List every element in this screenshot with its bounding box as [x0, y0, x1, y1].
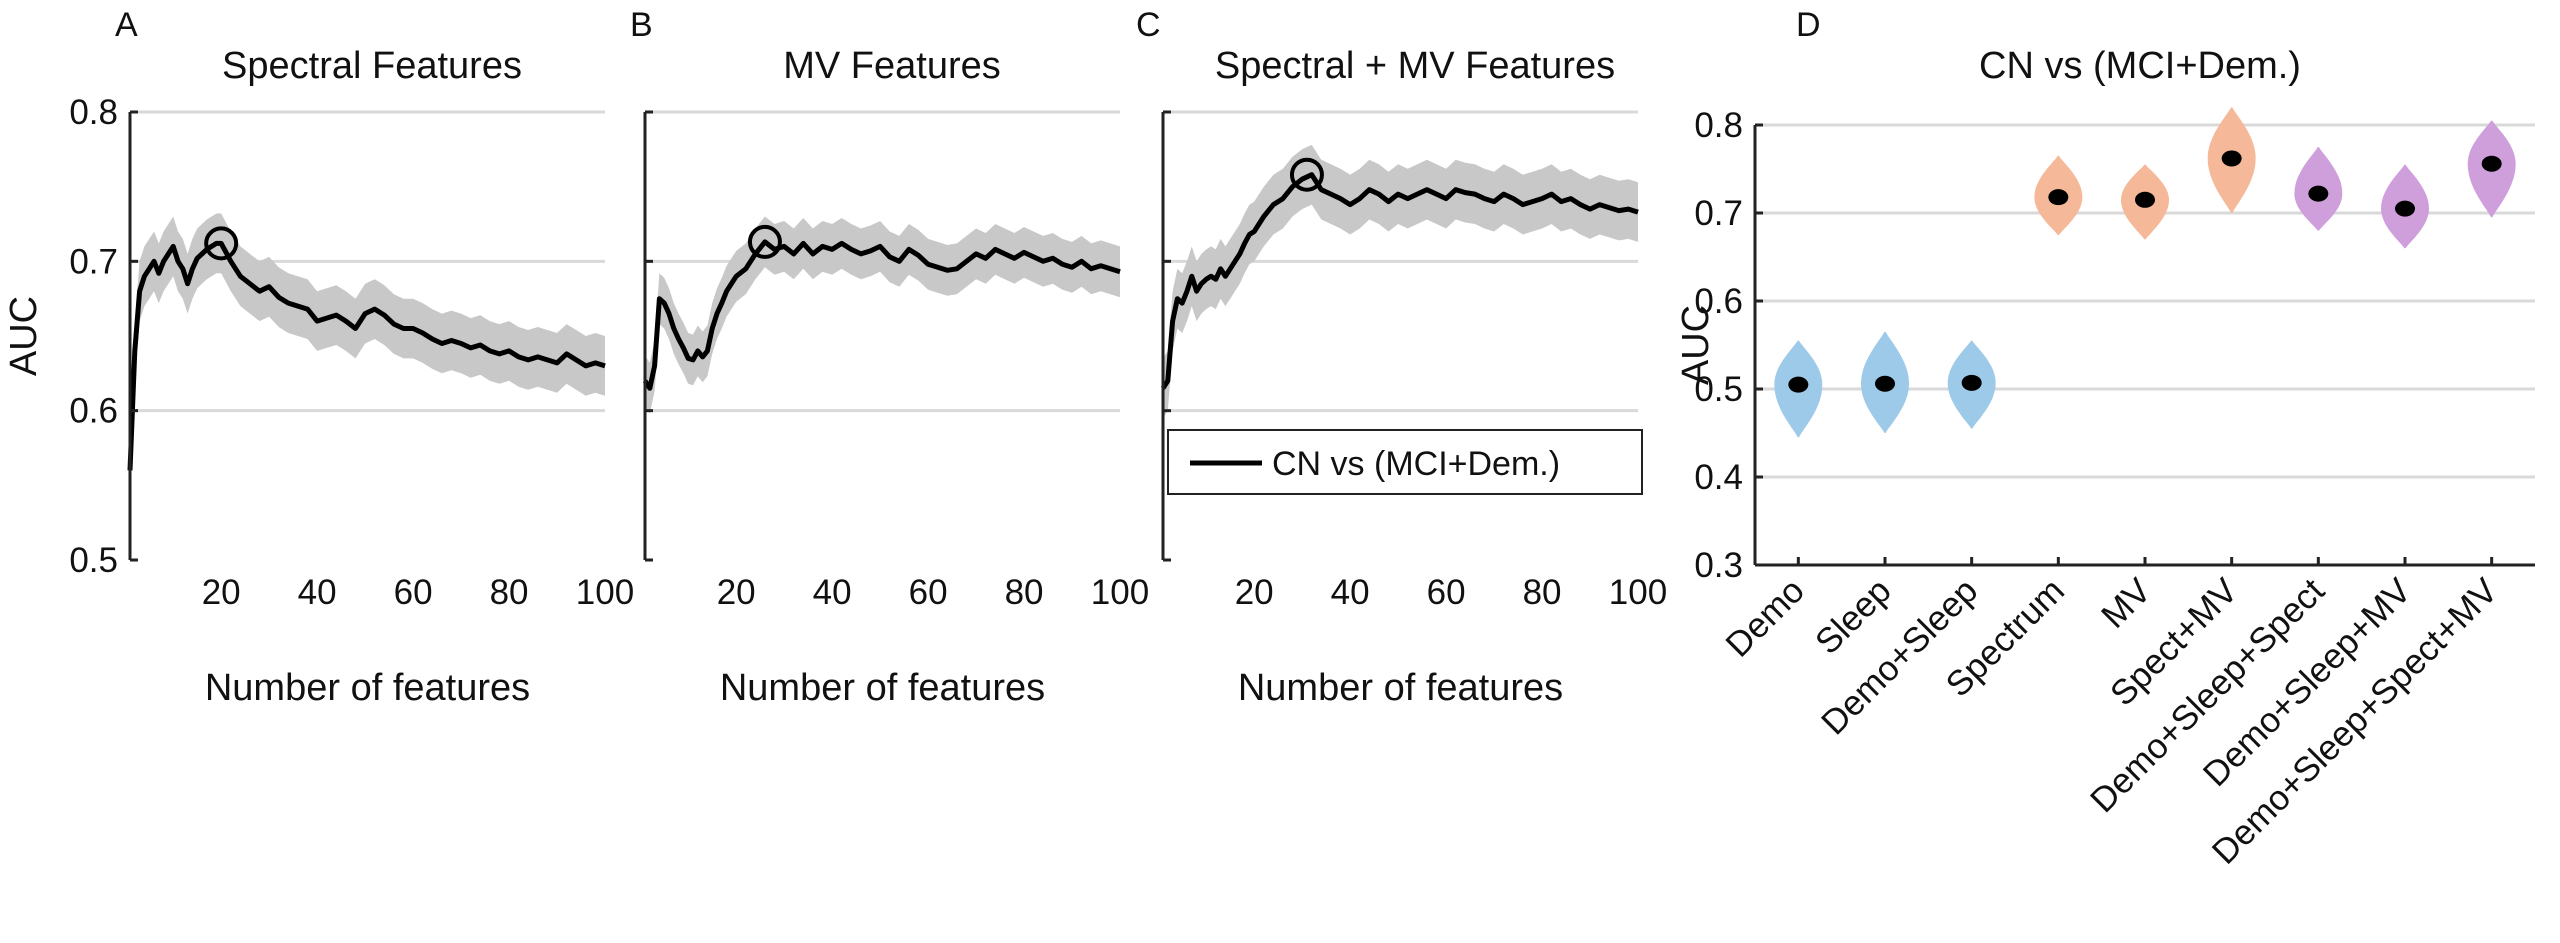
category-label: MV — [2094, 571, 2159, 636]
median-dot — [2221, 150, 2242, 167]
panel-letter: A — [115, 6, 138, 44]
y-axis-label: AUC — [3, 296, 45, 376]
peak-marker — [204, 226, 239, 261]
x-tick-label: 20 — [1235, 573, 1274, 612]
peak-marker — [1289, 157, 1324, 192]
x-tick-label: 20 — [717, 573, 756, 612]
chart-title: Spectral + MV Features — [1215, 45, 1615, 87]
median-dot — [1961, 374, 1982, 391]
series-line — [127, 240, 606, 471]
x-tick-label: 40 — [813, 573, 852, 612]
median-dot — [2135, 191, 2155, 208]
median-dot — [2481, 155, 2502, 172]
chart-title: CN vs (MCI+Dem.) — [1979, 45, 2301, 87]
x-tick-label: 100 — [1091, 573, 1149, 612]
panel-B: B MV Features 20 40 60 80 100 Number of feature… — [630, 6, 1149, 709]
median-dot — [2048, 189, 2069, 206]
x-tick-label: 80 — [1523, 573, 1562, 612]
chart-title: Spectral Features — [222, 45, 522, 87]
y-tick-label: 0.5 — [1694, 370, 1743, 409]
panel-D: DCN vs (MCI+Dem.)DemoSleepDemo+SleepSpec… — [1675, 6, 2535, 872]
legend-entry: CN vs (MCI+Dem.) — [1272, 445, 1560, 483]
panel-letter: C — [1136, 6, 1161, 44]
median-dot — [1788, 376, 1809, 393]
x-axis-label: Number of features — [1238, 667, 1563, 709]
median-dot — [2395, 200, 2415, 217]
panel-letter: B — [630, 6, 653, 44]
x-tick-label: 60 — [909, 573, 948, 612]
x-tick-label: 60 — [394, 573, 433, 612]
y-tick-label: 0.3 — [1694, 546, 1743, 585]
x-tick-label: 60 — [1427, 573, 1466, 612]
median-dot — [2308, 185, 2329, 202]
x-tick-label: 40 — [1331, 573, 1370, 612]
y-tick-label: 0.8 — [69, 93, 118, 132]
panel-C: C Spectral + MV Features 20 40 60 80 100 Number… — [1136, 6, 1667, 709]
y-tick-label: 0.7 — [69, 242, 118, 281]
x-axis-label: Number of features — [205, 667, 530, 709]
y-tick-label: 0.5 — [69, 541, 118, 580]
x-tick-label: 100 — [1609, 573, 1667, 612]
category-label: Demo — [1718, 571, 1812, 665]
legend: CN vs (MCI+Dem.) — [1167, 429, 1643, 495]
y-tick-label: 0.4 — [1694, 458, 1743, 497]
panel-letter: D — [1796, 6, 1821, 44]
x-tick-label: 80 — [1005, 573, 1044, 612]
peak-marker — [747, 224, 782, 259]
y-tick-label: 0.6 — [69, 392, 118, 431]
confidence-band — [1163, 144, 1638, 419]
chart-title: MV Features — [783, 45, 1001, 87]
y-axis-label: AUC — [1675, 305, 1717, 385]
x-tick-label: 100 — [576, 573, 634, 612]
x-tick-label: 40 — [298, 573, 337, 612]
x-tick-label: 80 — [490, 573, 529, 612]
y-tick-label: 0.6 — [1694, 282, 1743, 321]
median-dot — [1875, 375, 1895, 392]
y-tick-label: 0.8 — [1694, 106, 1743, 145]
y-tick-label: 0.7 — [1694, 194, 1743, 233]
x-axis-label: Number of features — [720, 667, 1045, 709]
series-line — [1160, 172, 1639, 390]
panel-A: A Spectral Features 0.5 0.6 0.7 0.8 20 40 60 80 10… — [3, 6, 634, 709]
confidence-band — [645, 216, 1120, 414]
series-line — [642, 239, 1121, 391]
x-tick-label: 20 — [202, 573, 241, 612]
